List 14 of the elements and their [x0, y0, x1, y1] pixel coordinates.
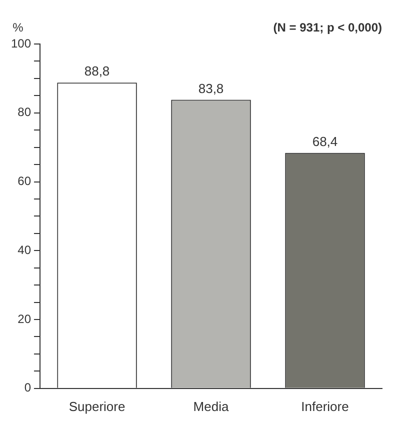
y-tick-label: 20 [18, 312, 32, 326]
data-label: 83,8 [198, 80, 224, 96]
y-axis-title: % [12, 20, 24, 34]
y-tick-label: 60 [18, 174, 32, 188]
text: (N = 931; p < 0,000) [273, 20, 382, 34]
y-tick-label: 80 [18, 105, 32, 120]
x-tick-label: Inferiore [301, 398, 349, 414]
y-tick-label: 40 [18, 242, 32, 257]
y-tick-label: 0 [24, 380, 32, 395]
y-tick-label: 100 [10, 36, 32, 50]
data-label: 88,8 [84, 64, 110, 79]
data-label: 68,4 [312, 134, 338, 149]
x-tick-label: Media [193, 398, 230, 414]
x-tick-label: Superiore [68, 398, 126, 414]
